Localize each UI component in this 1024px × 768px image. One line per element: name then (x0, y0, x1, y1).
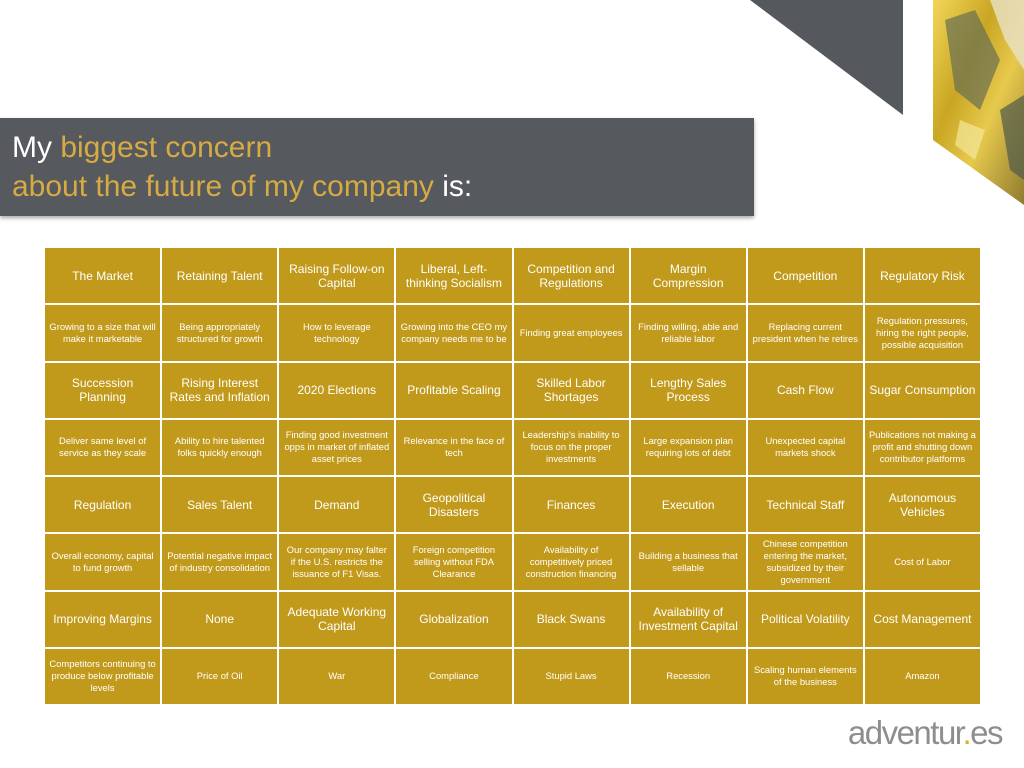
concern-cell: Being appropriately structured for growt… (162, 305, 278, 361)
concern-cell: Finances (513, 477, 629, 533)
concern-cell: Lengthy Sales Process (630, 362, 746, 418)
concern-cell: Regulation pressures, hiring the right p… (864, 305, 980, 361)
concern-cell: Foreign competition selling without FDA … (396, 534, 512, 590)
concern-cell: Growing to a size that will make it mark… (45, 305, 161, 361)
concern-cell: Retaining Talent (162, 248, 278, 304)
title-highlight-text: biggest concern (60, 131, 273, 164)
concern-cell: Ability to hire talented folks quickly e… (162, 419, 278, 475)
concern-cell: Publications not making a profit and shu… (864, 419, 980, 475)
concern-cell: Demand (279, 477, 395, 533)
concern-cell: Compliance (396, 648, 512, 704)
concern-cell: Recession (630, 648, 746, 704)
concern-cell: Our company may falter if the U.S. restr… (279, 534, 395, 590)
grey-triangle-shape (750, 0, 903, 115)
concern-cell: Competition (747, 248, 863, 304)
concern-cell: Availability of competitively priced con… (513, 534, 629, 590)
concern-cell: Rising Interest Rates and Inflation (162, 362, 278, 418)
title-banner (0, 118, 754, 216)
concern-cell: Finding good investment opps in market o… (279, 419, 395, 475)
title-white-text: My (12, 131, 61, 164)
title-highlight-text: about the future of my company (12, 170, 434, 203)
concern-cell: Amazon (864, 648, 980, 704)
title-white-text: is: (433, 170, 473, 203)
concern-cell: Deliver same level of service as they sc… (45, 419, 161, 475)
concern-cell: Competitors continuing to produce below … (45, 648, 161, 704)
concern-cell: Sales Talent (162, 477, 278, 533)
concern-cell: Cost Management (864, 591, 980, 647)
concern-cell: Availability of Investment Capital (630, 591, 746, 647)
concern-cell: Overall economy, capital to fund growth (45, 534, 161, 590)
concern-cell: Unexpected capital markets shock (747, 419, 863, 475)
concern-cell: Competition and Regulations (513, 248, 629, 304)
concern-cell: Technical Staff (747, 477, 863, 533)
concern-cell: Cost of Labor (864, 534, 980, 590)
concern-cell: Skilled Labor Shortages (513, 362, 629, 418)
concern-cell: Price of Oil (162, 648, 278, 704)
concern-cell: Finding willing, able and reliable labor (630, 305, 746, 361)
concern-cell: Finding great employees (513, 305, 629, 361)
concern-cell: Black Swans (513, 591, 629, 647)
concern-cell: How to leverage technology (279, 305, 395, 361)
concern-cell: Building a business that sellable (630, 534, 746, 590)
concern-cell: Large expansion plan requiring lots of d… (630, 419, 746, 475)
concern-cell: Sugar Consumption (864, 362, 980, 418)
concern-cell: Adequate Working Capital (279, 591, 395, 647)
concern-cell: Replacing current president when he reti… (747, 305, 863, 361)
concern-cell: Regulatory Risk (864, 248, 980, 304)
concern-cell: Autonomous Vehicles (864, 477, 980, 533)
title-line-1: My biggest concern (12, 130, 272, 166)
concern-cell: Leadership's inability to focus on the p… (513, 419, 629, 475)
concern-cell: Succession Planning (45, 362, 161, 418)
concern-cell: Stupid Laws (513, 648, 629, 704)
concern-cell: 2020 Elections (279, 362, 395, 418)
concern-cell: Potential negative impact of industry co… (162, 534, 278, 590)
concern-cell: Cash Flow (747, 362, 863, 418)
concern-cell: Globalization (396, 591, 512, 647)
concerns-grid: The Market Retaining Talent Raising Follow… (45, 248, 980, 704)
concern-cell: Improving Margins (45, 591, 161, 647)
concern-cell: Geopolitical Disasters (396, 477, 512, 533)
concern-cell: Margin Compression (630, 248, 746, 304)
photo-corner-image (933, 0, 1024, 205)
concern-cell: War (279, 648, 395, 704)
concern-cell: Liberal, Left-thinking Socialism (396, 248, 512, 304)
concern-cell: The Market (45, 248, 161, 304)
adventures-logo: adventur.es (847, 714, 1004, 751)
concern-cell: Political Volatility (747, 591, 863, 647)
concern-cell: Relevance in the face of tech (396, 419, 512, 475)
concern-cell: Chinese competition entering the market,… (747, 534, 863, 590)
concern-cell: Execution (630, 477, 746, 533)
concern-cell: None (162, 591, 278, 647)
concern-cell: Regulation (45, 477, 161, 533)
concern-cell: Profitable Scaling (396, 362, 512, 418)
title-line-2: about the future of my company is: (12, 169, 472, 205)
concern-cell: Scaling human elements of the business (747, 648, 863, 704)
concern-cell: Raising Follow-on Capital (279, 248, 395, 304)
logo-dot: . (962, 714, 971, 751)
concern-cell: Growing into the CEO my company needs me… (396, 305, 512, 361)
